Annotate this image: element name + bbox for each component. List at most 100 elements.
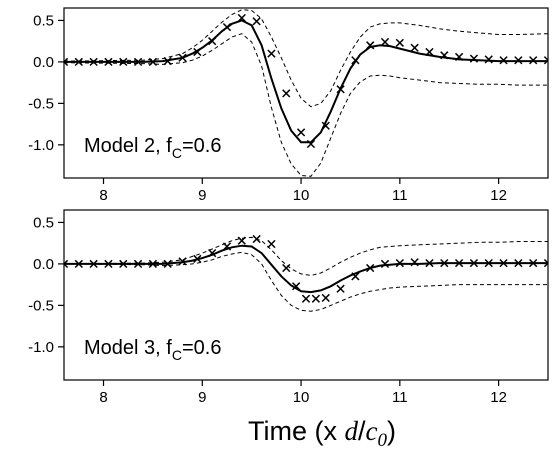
annotation-subscript: C (172, 145, 182, 161)
data-point-marker (119, 57, 128, 67)
data-point-marker (222, 22, 232, 32)
data-point-marker (163, 56, 172, 66)
data-point-marker (104, 57, 113, 67)
panel-annotation: Model 3, fC=0.6 (84, 337, 221, 363)
data-point-marker (64, 259, 69, 269)
data-point-marker (311, 294, 321, 303)
data-point-marker (208, 248, 217, 258)
y-tick-label: 0.0 (33, 256, 54, 273)
y-tick-label: -1.0 (28, 339, 54, 356)
data-point-marker (529, 258, 538, 268)
data-point-marker (366, 263, 375, 273)
x-axis-label-sub: 0 (378, 430, 388, 451)
data-point-marker (252, 234, 261, 244)
data-point-marker (454, 258, 464, 268)
x-tick-label: 9 (198, 187, 206, 204)
y-tick-label: 0.0 (33, 54, 54, 71)
data-point-marker (74, 259, 83, 269)
data-point-marker (425, 258, 434, 268)
panel-frame (63, 7, 549, 179)
data-point-marker (395, 258, 404, 268)
data-point-marker (267, 49, 276, 58)
annotation-subscript: C (172, 347, 182, 363)
y-tick-label: -0.5 (28, 95, 54, 112)
data-point-marker (119, 259, 128, 269)
data-point-marker (543, 56, 548, 65)
y-tick-label: -1.0 (28, 137, 54, 154)
data-point-marker (178, 257, 187, 266)
data-point-marker (469, 258, 479, 268)
data-point-marker (237, 236, 246, 245)
x-tick-label: 11 (392, 389, 408, 406)
data-point-marker (89, 57, 98, 67)
data-point-marker (454, 52, 464, 62)
data-point-marker (440, 51, 449, 60)
x-tick-label: 10 (293, 389, 310, 406)
data-point-marker (321, 293, 330, 303)
data-point-marker (529, 56, 538, 65)
data-point-marker (336, 85, 345, 94)
data-point-marker (237, 13, 246, 23)
x-tick-label: 8 (99, 389, 107, 406)
x-axis-label-suffix: ) (387, 416, 396, 446)
panel-frame (63, 209, 549, 381)
data-point-marker (208, 37, 217, 46)
x-tick-label: 12 (490, 187, 507, 204)
data-point-marker (336, 284, 345, 293)
data-point-marker (178, 53, 187, 62)
data-point-marker (193, 254, 202, 264)
data-point-marker (89, 259, 98, 269)
x-axis-label-c: c (366, 416, 378, 446)
annotation-main: Model 2, f (84, 135, 172, 157)
x-tick-label: 11 (392, 187, 408, 204)
data-point-marker (148, 57, 158, 67)
data-point-marker (64, 57, 69, 67)
data-point-marker (306, 139, 316, 149)
data-point-marker (410, 43, 419, 52)
data-point-marker (395, 38, 404, 47)
data-point-marker (543, 258, 548, 268)
annotation-suffix: =0.6 (182, 337, 221, 359)
chart-panel-2: 0.5 0.0 -0.5 -1.0 8 9 10 11 12 Model 3, fC=0.6 (28, 209, 549, 406)
data-point-marker (74, 57, 83, 67)
annotation-suffix: =0.6 (182, 135, 221, 157)
data-point-marker (514, 258, 523, 268)
data-point-marker (380, 259, 390, 269)
data-point-marker (410, 258, 419, 267)
bound-line (64, 236, 548, 277)
y-tick-label: -0.5 (28, 297, 54, 314)
bound-line (64, 33, 548, 177)
y-tick-label: 0.5 (33, 214, 54, 231)
data-point-marker (380, 37, 390, 47)
data-point-marker (193, 47, 202, 57)
data-point-marker (440, 258, 449, 268)
bound-line (64, 9, 548, 108)
data-point-marker (148, 259, 158, 269)
bound-line (64, 251, 548, 312)
plot-area (64, 234, 548, 312)
data-point-marker (291, 282, 301, 291)
annotation-main: Model 3, f (84, 337, 172, 359)
x-tick-label: 12 (490, 389, 507, 406)
data-point-marker (301, 294, 311, 303)
x-tick-label: 10 (293, 187, 310, 204)
data-point-marker (296, 128, 306, 137)
data-point-marker (469, 54, 479, 63)
data-point-marker (282, 89, 291, 98)
panel-annotation: Model 2, fC=0.6 (84, 135, 221, 161)
data-point-marker (104, 259, 113, 269)
x-axis-label: Time (x d/c0) (248, 416, 396, 451)
data-point-marker (222, 242, 232, 251)
data-point-marker (351, 56, 360, 65)
data-point-marker (321, 121, 330, 130)
x-axis-label-d: d (345, 416, 359, 446)
x-axis-label-prefix: Time (x (248, 416, 345, 446)
data-point-marker (133, 259, 143, 269)
data-point-marker (514, 56, 523, 65)
y-tick-label: 0.5 (33, 12, 54, 29)
chart-panel-1: 0.5 0.0 -0.5 -1.0 8 9 10 11 12 Model 2, fC=0.6 (28, 7, 549, 204)
x-tick-label: 9 (198, 389, 206, 406)
plot-area (64, 9, 548, 177)
